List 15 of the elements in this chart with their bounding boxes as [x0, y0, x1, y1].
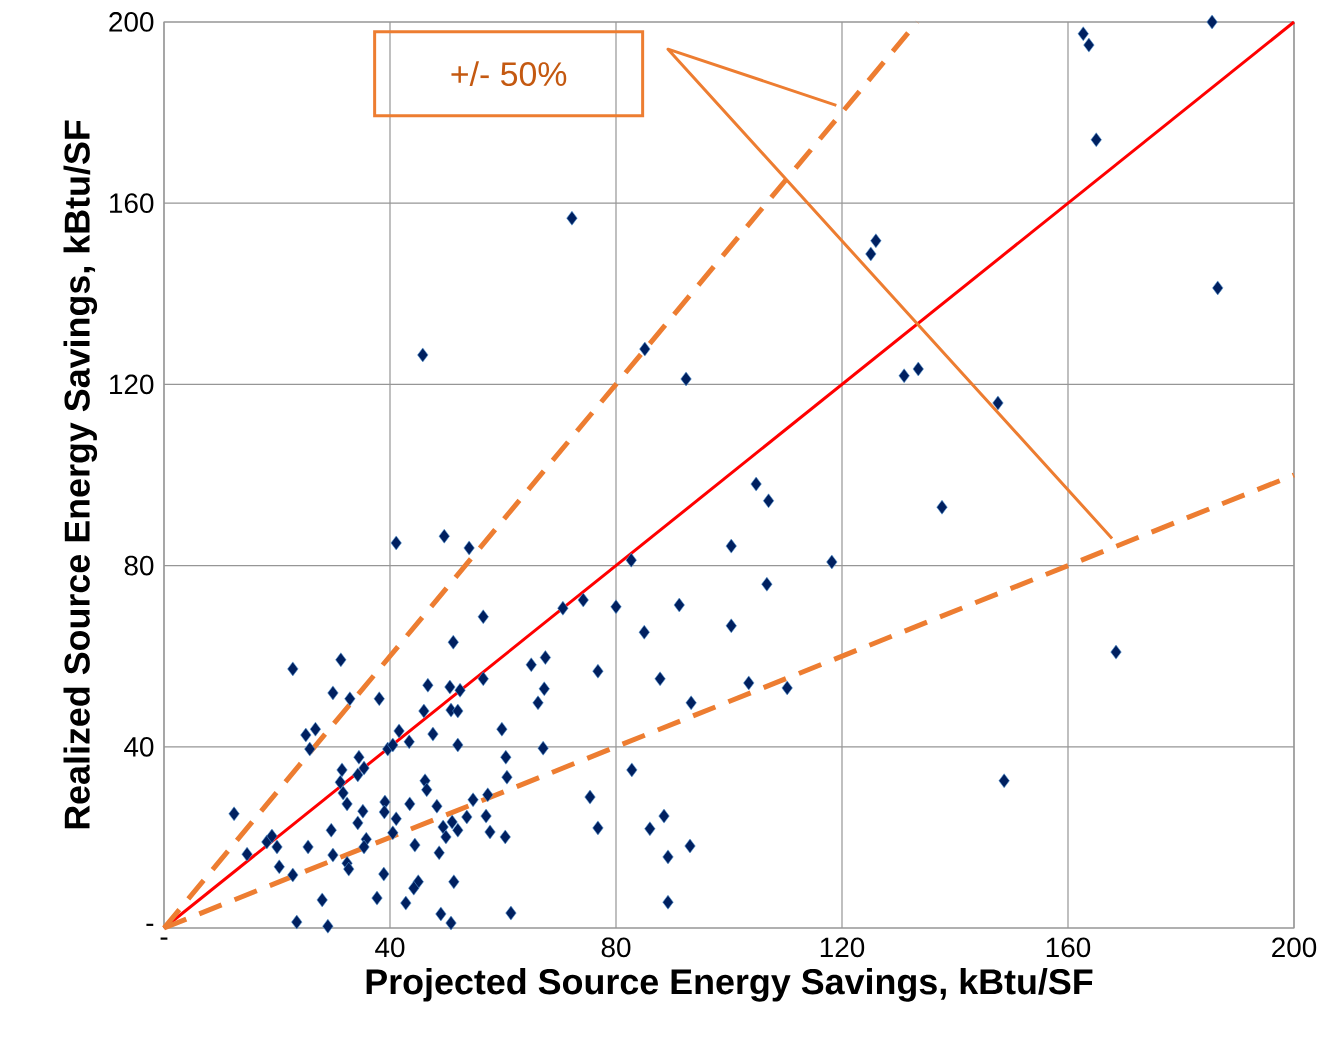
- x-tick-label: 160: [1046, 937, 1091, 958]
- y-tick-label: -: [146, 923, 154, 926]
- y-tick-label: 80: [124, 555, 154, 576]
- x-tick-label: -: [160, 937, 168, 940]
- x-axis-title: Projected Source Energy Savings, kBtu/SF: [366, 968, 1093, 1002]
- x-tick-label: 80: [601, 937, 631, 958]
- x-tick-label: 200: [1272, 937, 1317, 958]
- y-tick-label: 40: [124, 736, 154, 757]
- annotation: +/- 50%: [451, 61, 567, 87]
- y-tick-label: 120: [110, 374, 154, 395]
- y-axis-title: Realized Source Energy Savings, kBtu/SF: [63, 120, 98, 829]
- x-tick-label: 40: [375, 937, 405, 958]
- y-tick-label: 160: [110, 193, 154, 214]
- x-tick-label: 120: [820, 937, 865, 958]
- y-tick-label: 200: [109, 12, 154, 32]
